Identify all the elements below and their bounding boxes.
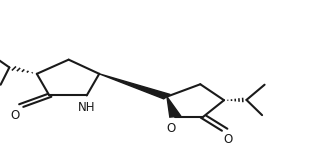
Text: O: O: [224, 134, 233, 146]
Polygon shape: [99, 74, 170, 99]
Text: NH: NH: [78, 101, 95, 114]
Text: O: O: [10, 109, 20, 122]
Polygon shape: [167, 97, 181, 117]
Text: O: O: [166, 122, 176, 135]
